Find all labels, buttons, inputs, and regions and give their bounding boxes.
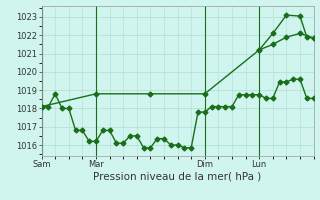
- X-axis label: Pression niveau de la mer( hPa ): Pression niveau de la mer( hPa ): [93, 172, 262, 182]
